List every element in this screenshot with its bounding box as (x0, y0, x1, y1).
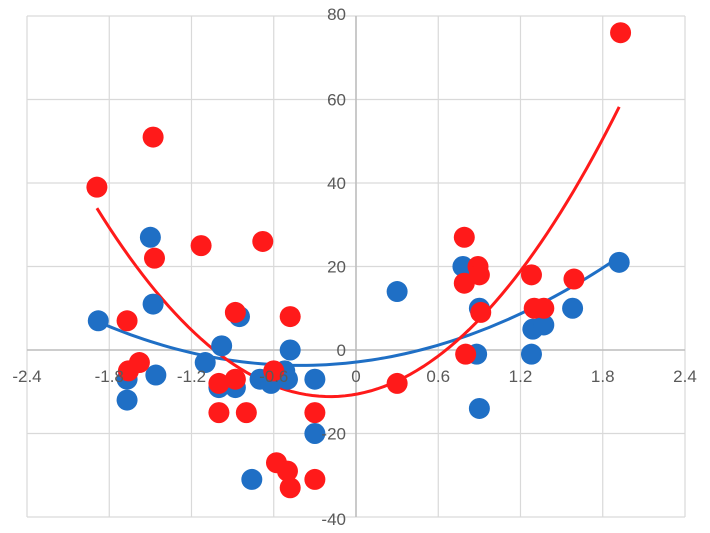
series-2-point (520, 264, 542, 286)
x-tick-label: -1.2 (177, 367, 206, 386)
series-2-point (304, 402, 326, 424)
series-1-point (533, 314, 555, 336)
series-1-point (194, 352, 216, 374)
x-tick-label: 2.4 (673, 367, 697, 386)
x-tick-label: -2.4 (12, 367, 41, 386)
series-2-point (563, 268, 585, 290)
x-tick-label: 1.2 (509, 367, 533, 386)
series-2-point (235, 402, 257, 424)
series-2-point (468, 264, 490, 286)
series-2-point (224, 301, 246, 323)
series-2-point (86, 176, 108, 198)
y-tick-label: -20 (321, 425, 346, 444)
series-1-point (304, 368, 326, 390)
x-tick-label: 0.6 (426, 367, 450, 386)
y-tick-label: 0 (337, 341, 346, 360)
series-2-point (276, 460, 298, 482)
y-tick-label: 40 (327, 174, 346, 193)
series-1-point (520, 343, 542, 365)
series-2-point (279, 306, 301, 328)
series-1-point (608, 251, 630, 273)
series-1-point (211, 335, 233, 357)
y-tick-label: 60 (327, 91, 346, 110)
series-2-point (470, 301, 492, 323)
series-2-point (128, 352, 150, 374)
series-1-point (279, 339, 301, 361)
trendline-2 (95, 106, 621, 399)
series-1-point (452, 256, 474, 277)
series-1-point (241, 468, 263, 490)
series-2-point (208, 372, 230, 394)
axes (27, 16, 685, 517)
tick-labels: -2.4 -1.8 -1.2 -0.6 0 0.6 1.2 1.8 2.4 -40 -20 0 20 40… (12, 5, 696, 529)
series-2-point (453, 226, 475, 248)
y-tick-label: 20 (327, 258, 346, 277)
series-2-point (263, 360, 285, 382)
series-2-point (190, 235, 212, 257)
x-tick-label: -1.8 (95, 367, 124, 386)
series-1-point (87, 310, 109, 332)
x-tick-label: 1.8 (591, 367, 615, 386)
series-2-point (252, 230, 274, 252)
series-2-point (533, 297, 555, 319)
series-2-point (304, 468, 326, 490)
x-tick-label: 0 (351, 367, 360, 386)
series-2-point (143, 247, 165, 269)
y-tick-label: -40 (321, 510, 346, 529)
series-2-point (142, 126, 164, 148)
series-2-point (279, 477, 301, 499)
data-points (86, 22, 632, 499)
x-tick-label: -0.6 (259, 367, 288, 386)
series-2-point (116, 310, 138, 332)
series-1-point (142, 293, 164, 315)
series-1-point (304, 423, 326, 444)
series-2-point (224, 368, 246, 390)
series-1-point (145, 364, 167, 386)
series-2-point (208, 402, 230, 424)
series-2-point (610, 22, 632, 44)
series-2-point (455, 343, 477, 365)
series-1-point (468, 397, 490, 419)
series-1-point (139, 226, 161, 248)
series-2-point (386, 372, 408, 394)
y-tick-label: 80 (327, 5, 346, 24)
series-1-point (562, 297, 584, 319)
series-1-point (386, 281, 408, 303)
series-1-point (116, 389, 138, 411)
